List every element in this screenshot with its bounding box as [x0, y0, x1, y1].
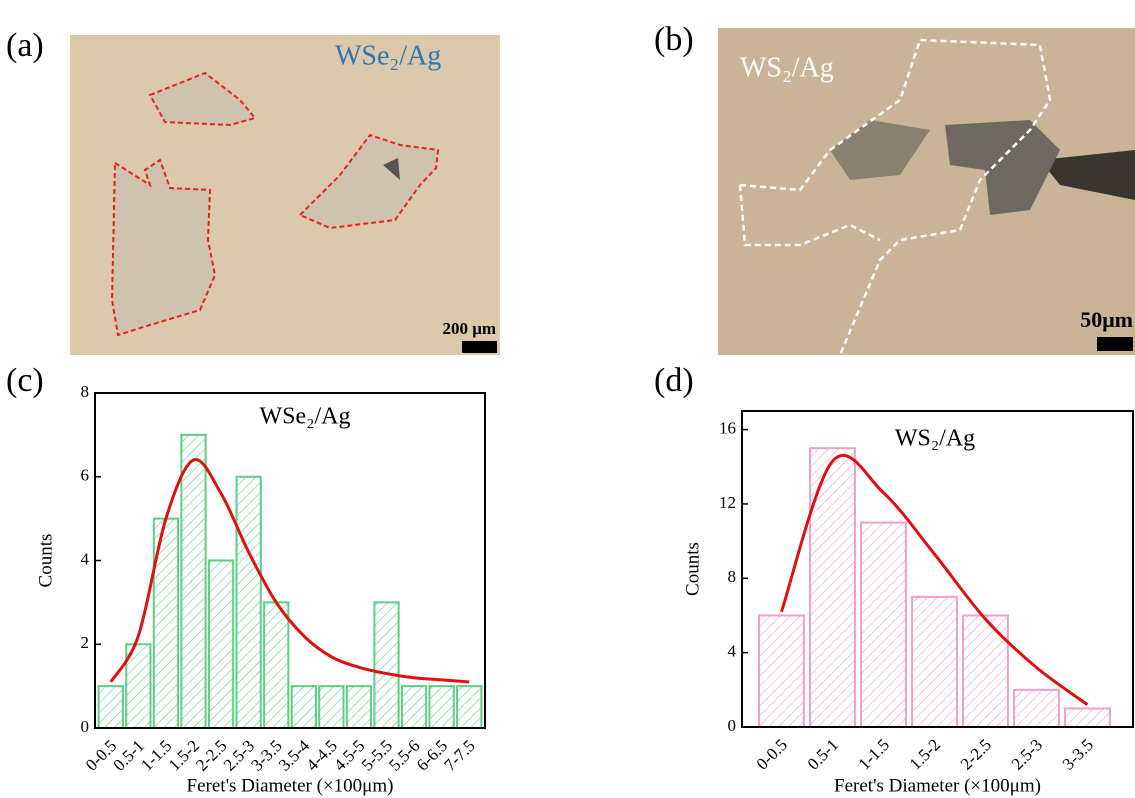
fit-curve — [780, 453, 1089, 706]
y-tick-label: 16 — [719, 418, 736, 437]
chart-title: WSe₂/Ag — [259, 404, 350, 430]
bar — [911, 595, 958, 728]
micrograph-a — [70, 35, 500, 355]
scale-label: 200 μm — [442, 319, 496, 338]
y-axis-title: Counts — [682, 542, 703, 596]
bar — [235, 475, 262, 729]
bar — [428, 685, 455, 729]
bar — [758, 614, 805, 728]
y-tick-label: 6 — [81, 466, 90, 485]
x-tick-label: 2-2.5 — [957, 735, 995, 773]
x-tick-label: 3-3.5 — [1059, 735, 1097, 773]
micrograph-b — [718, 28, 1135, 356]
bar — [263, 601, 290, 729]
bar — [400, 685, 428, 729]
scale-label: 50μm — [1080, 307, 1133, 332]
y-tick-label: 4 — [728, 642, 737, 661]
bar — [860, 521, 907, 728]
x-tick-label: 0-0.5 — [753, 735, 791, 773]
bar — [1013, 688, 1060, 729]
y-tick-label: 8 — [728, 567, 737, 586]
chart-title: WS₂/Ag — [895, 426, 975, 452]
panel-label: (b) — [654, 21, 694, 58]
y-tick-label: 2 — [81, 633, 90, 652]
bar — [962, 614, 1009, 728]
fit-curve — [109, 458, 470, 684]
x-tick-label: 1.5-2 — [906, 735, 944, 773]
bar — [180, 433, 207, 729]
x-tick-label: 1-1.5 — [855, 735, 893, 773]
x-tick-label: 7-7.5 — [440, 736, 478, 774]
y-tick-label: 0 — [728, 716, 737, 735]
bar — [290, 685, 317, 729]
bar — [456, 685, 483, 729]
y-tick-label: 8 — [81, 382, 90, 401]
image-title: WSe₂/Ag — [335, 40, 441, 71]
x-tick-label: 0.5-1 — [804, 735, 842, 773]
bar — [207, 559, 235, 729]
panel-label: (d) — [654, 362, 694, 399]
bar — [1064, 707, 1111, 728]
plot-frame — [741, 410, 1134, 728]
panel-label: (c) — [6, 362, 44, 399]
y-tick-label: 12 — [719, 493, 736, 512]
bar — [809, 447, 856, 728]
y-axis-title: Counts — [35, 534, 56, 588]
y-tick-label: 4 — [81, 549, 90, 568]
bar — [345, 685, 373, 729]
x-axis-title: Feret's Diameter (×100μm) — [187, 775, 394, 796]
x-axis-title: Feret's Diameter (×100μm) — [834, 775, 1041, 796]
bar — [97, 685, 124, 729]
bar — [373, 601, 400, 729]
x-tick-label: 2.5-3 — [1008, 735, 1046, 773]
bar — [318, 685, 345, 729]
image-title: WS₂/Ag — [740, 52, 834, 83]
y-tick-label: 0 — [81, 717, 90, 736]
panel-label: (a) — [6, 27, 44, 64]
